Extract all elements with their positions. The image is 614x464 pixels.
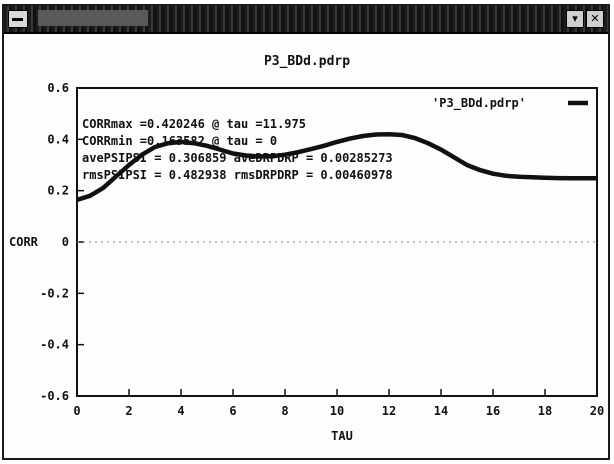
chart-title: P3_BDd.pdrp (263, 54, 351, 69)
title-bar[interactable]: ▾ ✕ (4, 6, 608, 34)
tick-group: 0 2 4 6 8 10 12 14 16 18 20 0.6 0.4 0.2 0 -0.2 -0.4 -0.6 (40, 81, 604, 418)
window-title (38, 10, 148, 26)
annotation-line: CORRmin =0.163582 @ tau = 0 (82, 134, 277, 148)
x-tick-label: 4 (177, 404, 184, 418)
x-tick-label: 14 (434, 404, 448, 418)
x-tick-label: 16 (486, 404, 500, 418)
x-tick-label: 2 (125, 404, 132, 418)
system-menu-icon[interactable] (8, 10, 28, 28)
legend-label: 'P3_BDd.pdrp' (432, 96, 526, 111)
plot-window: ▾ ✕ (2, 4, 610, 460)
y-tick-label: -0.2 (40, 286, 69, 300)
x-tick-label: 10 (330, 404, 344, 418)
annotation-line: avePSIPSI = 0.306859 aveDRPDRP = 0.00285… (82, 151, 393, 165)
y-tick-label: 0.6 (47, 81, 69, 95)
x-axis-label: TAU (331, 429, 353, 443)
x-tick-label: 18 (538, 404, 552, 418)
x-tick-label: 12 (382, 404, 396, 418)
annotation-line: CORRmax =0.420246 @ tau =11.975 (82, 117, 306, 131)
x-tick-label: 6 (229, 404, 236, 418)
y-tick-label: 0.2 (47, 184, 69, 198)
series-line (76, 131, 597, 203)
close-button[interactable]: ✕ (586, 10, 604, 28)
x-tick-label: 8 (281, 404, 288, 418)
y-tick-label: 0 (62, 235, 69, 249)
y-tick-label: -0.6 (40, 389, 69, 403)
annotation-group: CORRmax =0.420246 @ tau =11.975 CORRmin =… (82, 117, 393, 182)
x-tick-label: 0 (73, 404, 80, 418)
y-tick-label: -0.4 (40, 338, 69, 352)
x-tick-label: 20 (590, 404, 604, 418)
y-tick-label: 0.4 (47, 132, 69, 146)
y-axis-label: CORR (9, 235, 39, 249)
annotation-line: rmsPSIPSI = 0.482938 rmsDRPDRP = 0.00460… (82, 168, 393, 182)
minimize-button[interactable]: ▾ (566, 10, 584, 28)
